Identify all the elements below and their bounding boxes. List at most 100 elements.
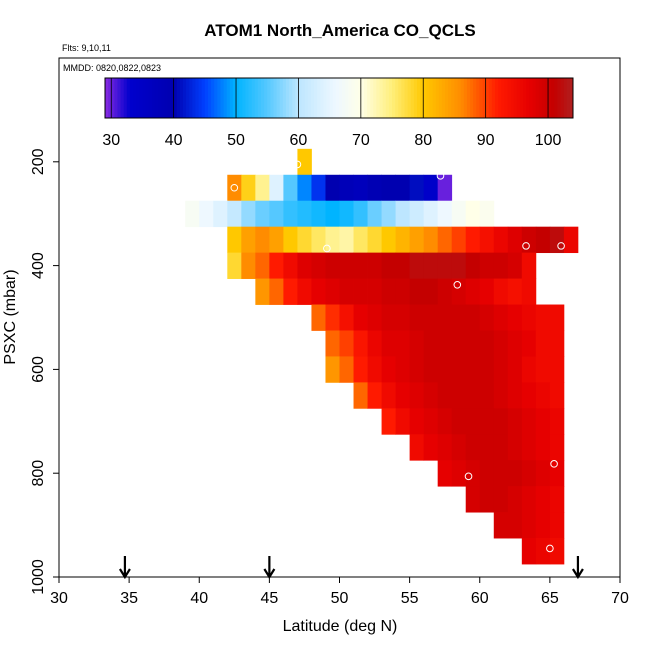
colorbar-tick-label: 60 — [290, 132, 308, 149]
colorbar-segment — [323, 78, 328, 118]
colorbar-segment — [136, 78, 140, 118]
heatmap-cell — [423, 174, 439, 202]
x-tick-label: 65 — [541, 590, 559, 607]
colorbar-segment — [123, 78, 128, 118]
heatmap-cell — [451, 330, 467, 357]
colorbar-segment — [569, 78, 574, 118]
dates-label: MMDD: 0820,0822,0823 — [63, 63, 161, 73]
heatmap-cell — [465, 304, 481, 331]
heatmap-cell — [549, 304, 565, 331]
colorbar-segment — [382, 78, 387, 118]
heatmap-cell — [339, 252, 354, 279]
heatmap-cell — [395, 226, 411, 254]
heatmap-cell — [297, 226, 312, 254]
heatmap-cell — [283, 200, 298, 228]
colorbar-segment — [270, 78, 274, 118]
colorbar-segment — [310, 78, 315, 118]
colorbar-segment — [192, 78, 196, 118]
heatmap-cell — [367, 226, 382, 254]
heatmap-cell — [437, 200, 453, 228]
heatmap-cell — [395, 252, 411, 279]
heatmap-cell — [549, 356, 565, 383]
heatmap-cell — [353, 226, 368, 254]
colorbar-segment — [451, 78, 455, 118]
colorbar-tick-label: 80 — [414, 132, 432, 149]
colorbar-segment — [385, 78, 390, 118]
heatmap-cell — [493, 278, 509, 305]
heatmap-cell — [465, 408, 481, 435]
colorbar-segment — [373, 78, 377, 118]
heatmap-cell — [255, 226, 270, 254]
colorbar-segment — [413, 78, 418, 118]
heatmap-cell — [395, 278, 411, 305]
heatmap-cell — [521, 512, 537, 539]
colorbar-segment — [488, 78, 493, 118]
colorbar-segment — [320, 78, 324, 118]
heatmap-cell — [367, 304, 382, 331]
heatmap-cell — [437, 434, 453, 461]
heatmap-cell — [549, 486, 565, 513]
colorbar-segment — [145, 78, 150, 118]
heatmap-cell — [325, 226, 340, 254]
heatmap-cell — [409, 382, 425, 409]
colorbar-segment — [348, 78, 352, 118]
heatmap-cell — [367, 356, 382, 383]
heatmap-cell — [451, 434, 467, 461]
heatmap-cell — [395, 382, 411, 409]
colorbar-segment — [261, 78, 265, 118]
heatmap-cell — [521, 382, 537, 409]
heatmap-cell — [409, 330, 425, 357]
heatmap-cell — [325, 252, 340, 279]
heatmap-cell — [227, 174, 242, 202]
colorbar-segment — [476, 78, 480, 118]
heatmap-cell — [409, 408, 425, 435]
heatmap-cell — [549, 408, 565, 435]
heatmap-cell — [521, 278, 537, 305]
x-axis: 30 35 40 45 50 55 60 65 70 — [50, 577, 629, 607]
colorbar-segment — [223, 78, 228, 118]
sample-marker — [436, 172, 445, 180]
heatmap-cell — [437, 330, 453, 357]
colorbar-segment — [423, 78, 427, 118]
colorbar-segment — [563, 78, 568, 118]
colorbar-segment — [170, 78, 175, 118]
x-tick-label: 60 — [471, 590, 489, 607]
heatmap-cell — [507, 512, 523, 539]
x-tick-label: 50 — [331, 590, 349, 607]
colorbar-segment — [332, 78, 337, 118]
colorbar-segment — [441, 78, 446, 118]
heatmap-cell — [423, 356, 439, 383]
colorbar-segment — [504, 78, 508, 118]
heatmap-cell — [493, 226, 509, 254]
chart-title: ATOM1 North_America CO_QCLS — [204, 21, 475, 40]
colorbar-segment — [139, 78, 143, 118]
heatmap-cell — [493, 304, 509, 331]
colorbar-segment — [267, 78, 271, 118]
heatmap-cell — [423, 330, 439, 357]
heatmap-cell — [241, 226, 256, 254]
heatmap-cell — [493, 434, 509, 461]
colorbar-segment — [285, 78, 290, 118]
colorbar-segment — [307, 78, 312, 118]
x-axis-label: Latitude (deg N) — [283, 618, 398, 635]
sample-marker — [537, 288, 546, 297]
colorbar-segment — [289, 78, 293, 118]
heatmap-cell — [395, 408, 411, 435]
colorbar-tick-label: 30 — [102, 132, 120, 149]
heatmap-cell — [549, 434, 565, 461]
heatmap-cell — [507, 486, 523, 513]
colorbar-segment — [448, 78, 452, 118]
x-tick-label: 30 — [50, 590, 68, 607]
colorbar-segment — [551, 78, 555, 118]
heatmap-cell — [493, 356, 509, 383]
heatmap-cell — [521, 226, 537, 254]
heatmap-cell — [535, 304, 551, 331]
heatmap-cell — [549, 512, 565, 539]
colorbar-segment — [479, 78, 484, 118]
x-tick-label: 70 — [611, 590, 629, 607]
heatmap-cell — [507, 460, 523, 487]
colorbar-segment — [279, 78, 284, 118]
heatmap-cell — [367, 330, 382, 357]
heatmap-cell — [479, 226, 495, 254]
